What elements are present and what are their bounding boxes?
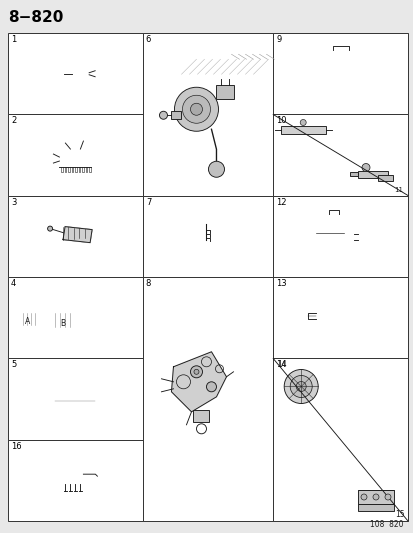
Text: 14: 14	[275, 360, 286, 369]
Text: 3: 3	[11, 198, 17, 206]
Bar	[335, 77, 345, 92]
Text: B: B	[60, 319, 65, 328]
Circle shape	[361, 164, 369, 172]
Circle shape	[206, 382, 216, 392]
Bar	[273, 196, 407, 277]
Bar	[142, 33, 273, 196]
Bar	[357, 504, 393, 511]
Text: 1: 1	[11, 35, 16, 44]
Bar	[61, 470, 76, 481]
Ellipse shape	[78, 133, 88, 141]
Bar	[8, 196, 142, 277]
Bar	[318, 311, 338, 321]
Circle shape	[73, 394, 78, 399]
Text: 7: 7	[145, 198, 151, 206]
Polygon shape	[63, 227, 92, 243]
Text: 4: 4	[11, 279, 16, 288]
Bar	[142, 196, 273, 277]
Text: 8−820: 8−820	[8, 10, 63, 25]
Circle shape	[61, 71, 67, 77]
Text: A: A	[25, 317, 30, 326]
Bar	[142, 277, 273, 521]
Circle shape	[67, 394, 72, 399]
Circle shape	[208, 161, 224, 177]
Circle shape	[182, 95, 210, 123]
Circle shape	[159, 111, 167, 119]
Text: 13: 13	[275, 279, 286, 288]
FancyBboxPatch shape	[52, 387, 98, 407]
Text: 10: 10	[275, 117, 286, 125]
Circle shape	[295, 382, 306, 392]
FancyBboxPatch shape	[50, 308, 78, 332]
Bar	[8, 277, 142, 359]
Text: 9: 9	[275, 35, 281, 44]
Bar	[65, 137, 73, 143]
Text: 14: 14	[277, 360, 286, 369]
Circle shape	[194, 369, 199, 374]
Bar	[273, 115, 407, 196]
Bar	[332, 92, 348, 97]
Circle shape	[384, 494, 390, 500]
Circle shape	[79, 394, 84, 399]
Bar	[315, 220, 343, 248]
Bar	[171, 111, 181, 119]
Bar	[57, 466, 83, 484]
Polygon shape	[171, 352, 226, 412]
Bar	[273, 33, 407, 115]
Bar	[350, 311, 365, 321]
Circle shape	[299, 119, 306, 125]
Text: 108  820: 108 820	[369, 520, 403, 529]
Bar	[273, 277, 407, 359]
Ellipse shape	[75, 69, 89, 79]
Bar	[320, 57, 360, 77]
Bar	[72, 70, 80, 78]
Circle shape	[372, 494, 378, 500]
Text: 2: 2	[11, 117, 16, 125]
Bar	[193, 410, 209, 422]
Circle shape	[174, 87, 218, 131]
Bar	[343, 231, 353, 243]
Bar	[72, 70, 80, 78]
Circle shape	[360, 494, 366, 500]
Bar	[95, 69, 99, 74]
Bar	[377, 174, 392, 181]
Bar	[8, 440, 142, 521]
Text: 5: 5	[11, 360, 16, 369]
Bar	[59, 149, 91, 167]
Text: 12: 12	[275, 198, 286, 206]
Text: 6: 6	[145, 35, 151, 44]
Bar	[357, 171, 387, 177]
Bar	[332, 64, 348, 72]
Circle shape	[47, 226, 52, 231]
Bar	[216, 85, 234, 99]
FancyBboxPatch shape	[18, 308, 44, 330]
Text: 16: 16	[11, 441, 21, 450]
Circle shape	[190, 366, 202, 378]
Bar	[280, 126, 325, 134]
Bar	[349, 172, 357, 175]
Bar	[315, 308, 350, 324]
Bar	[8, 115, 142, 196]
Circle shape	[283, 369, 318, 403]
Bar	[273, 359, 407, 521]
Circle shape	[290, 375, 311, 398]
Bar	[357, 490, 393, 504]
Text: 15: 15	[394, 510, 404, 519]
Bar	[325, 324, 345, 332]
Circle shape	[190, 103, 202, 115]
Text: 11: 11	[393, 187, 402, 192]
Bar	[8, 33, 142, 115]
Bar	[8, 359, 142, 440]
Text: 8: 8	[145, 279, 151, 288]
